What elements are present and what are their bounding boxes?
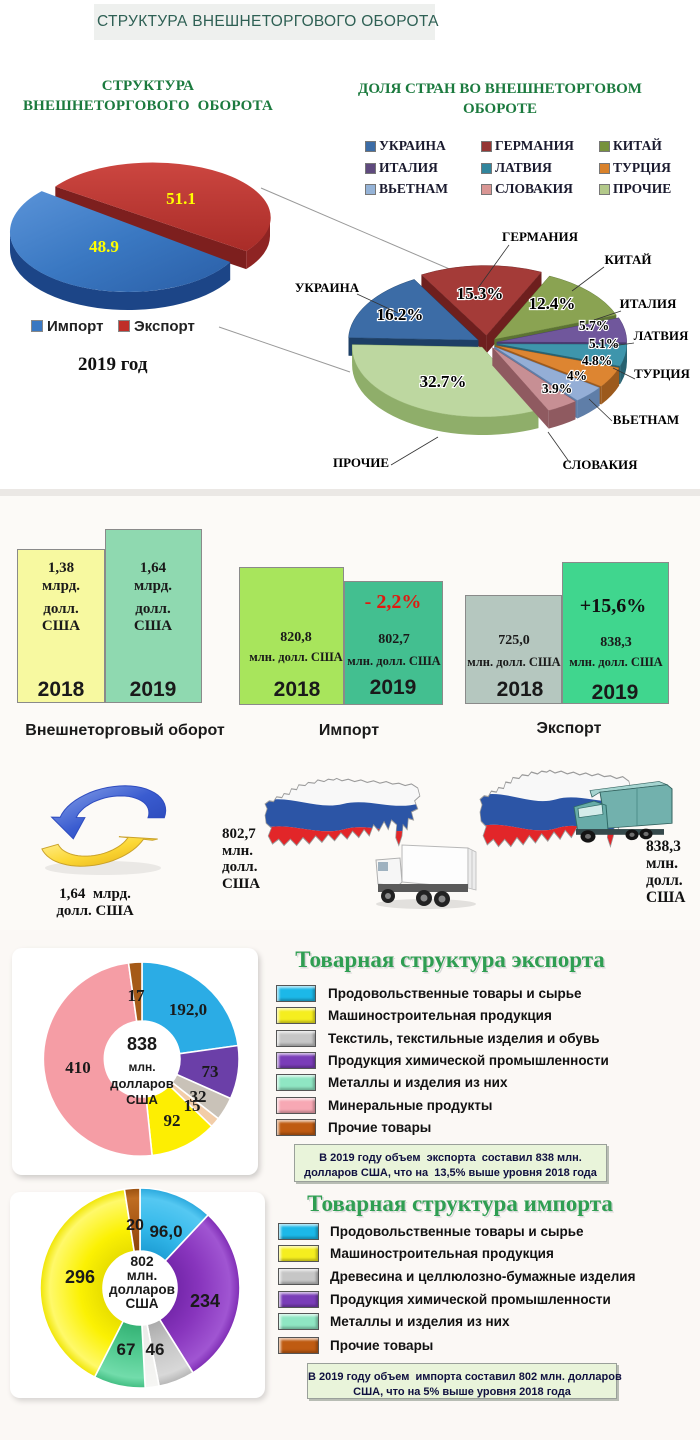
svg-text:США: США — [126, 1092, 158, 1107]
svg-text:838: 838 — [127, 1034, 157, 1054]
svg-text:48.9: 48.9 — [89, 237, 119, 256]
svg-text:32: 32 — [190, 1087, 207, 1106]
svg-text:ЛАТВИЯ: ЛАТВИЯ — [634, 328, 689, 343]
svg-text:долларов: долларов — [110, 1076, 174, 1091]
svg-text:73: 73 — [202, 1062, 219, 1081]
svg-text:17: 17 — [128, 986, 146, 1005]
svg-text:ПРОЧИЕ: ПРОЧИЕ — [333, 455, 389, 470]
svg-text:96,0: 96,0 — [149, 1222, 182, 1241]
svg-text:15.3%: 15.3% — [457, 284, 504, 303]
svg-text:млн.: млн. — [128, 1060, 155, 1074]
svg-text:192,0: 192,0 — [169, 1000, 207, 1019]
svg-text:млн.: млн. — [127, 1268, 157, 1283]
svg-text:4.8%: 4.8% — [582, 353, 612, 368]
svg-text:4%: 4% — [567, 368, 587, 383]
svg-text:20: 20 — [126, 1217, 144, 1234]
svg-text:296: 296 — [65, 1267, 95, 1287]
svg-text:КИТАЙ: КИТАЙ — [604, 252, 651, 267]
svg-text:США: США — [125, 1296, 158, 1311]
svg-text:32.7%: 32.7% — [420, 372, 467, 391]
svg-text:ВЬЕТНАМ: ВЬЕТНАМ — [613, 412, 679, 427]
svg-text:51.1: 51.1 — [166, 189, 196, 208]
svg-text:15: 15 — [184, 1096, 201, 1115]
svg-text:5.1%: 5.1% — [589, 336, 619, 351]
svg-text:410: 410 — [65, 1058, 91, 1077]
svg-text:46: 46 — [146, 1340, 165, 1359]
svg-text:долларов: долларов — [109, 1282, 175, 1297]
svg-text:ТУРЦИЯ: ТУРЦИЯ — [634, 366, 690, 381]
svg-text:12.4%: 12.4% — [529, 294, 576, 313]
svg-text:3.9%: 3.9% — [542, 381, 572, 396]
svg-text:16.2%: 16.2% — [377, 305, 424, 324]
svg-text:92: 92 — [164, 1111, 181, 1130]
svg-text:234: 234 — [190, 1291, 220, 1311]
svg-text:УКРАИНА: УКРАИНА — [295, 280, 360, 295]
svg-text:67: 67 — [117, 1340, 136, 1359]
svg-text:ГЕРМАНИЯ: ГЕРМАНИЯ — [502, 229, 579, 244]
svg-text:5.7%: 5.7% — [579, 318, 609, 333]
svg-text:ИТАЛИЯ: ИТАЛИЯ — [620, 296, 677, 311]
svg-text:802: 802 — [130, 1253, 154, 1269]
svg-text:СЛОВАКИЯ: СЛОВАКИЯ — [562, 457, 638, 472]
